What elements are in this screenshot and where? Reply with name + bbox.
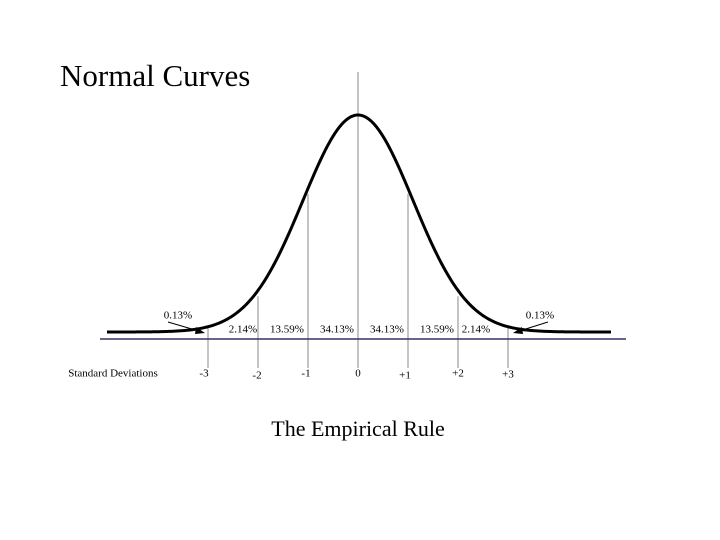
axis-label: Standard Deviations: [68, 368, 158, 380]
sd-label: +2: [452, 368, 464, 380]
sd-label: -1: [301, 368, 310, 380]
normal-curve: [107, 113, 611, 334]
sd-label: -3: [199, 368, 209, 380]
title: Normal Curves: [60, 58, 250, 93]
sd-label: +1: [399, 370, 411, 382]
tail-label: 0.13%: [526, 310, 554, 322]
area-label: 34.13%: [320, 324, 354, 336]
arrow-head: [195, 327, 205, 334]
sd-label: +3: [502, 369, 514, 381]
arrow-head: [513, 327, 523, 334]
area-label: 13.59%: [270, 324, 304, 336]
caption: The Empirical Rule: [271, 416, 445, 441]
area-label: 13.59%: [420, 324, 454, 336]
tail-label: 0.13%: [164, 310, 192, 322]
sd-label: 0: [355, 368, 361, 380]
area-label: 2.14%: [229, 324, 257, 336]
area-label: 34.13%: [370, 324, 404, 336]
sd-label: -2: [252, 370, 261, 382]
area-label: 2.14%: [462, 324, 490, 336]
